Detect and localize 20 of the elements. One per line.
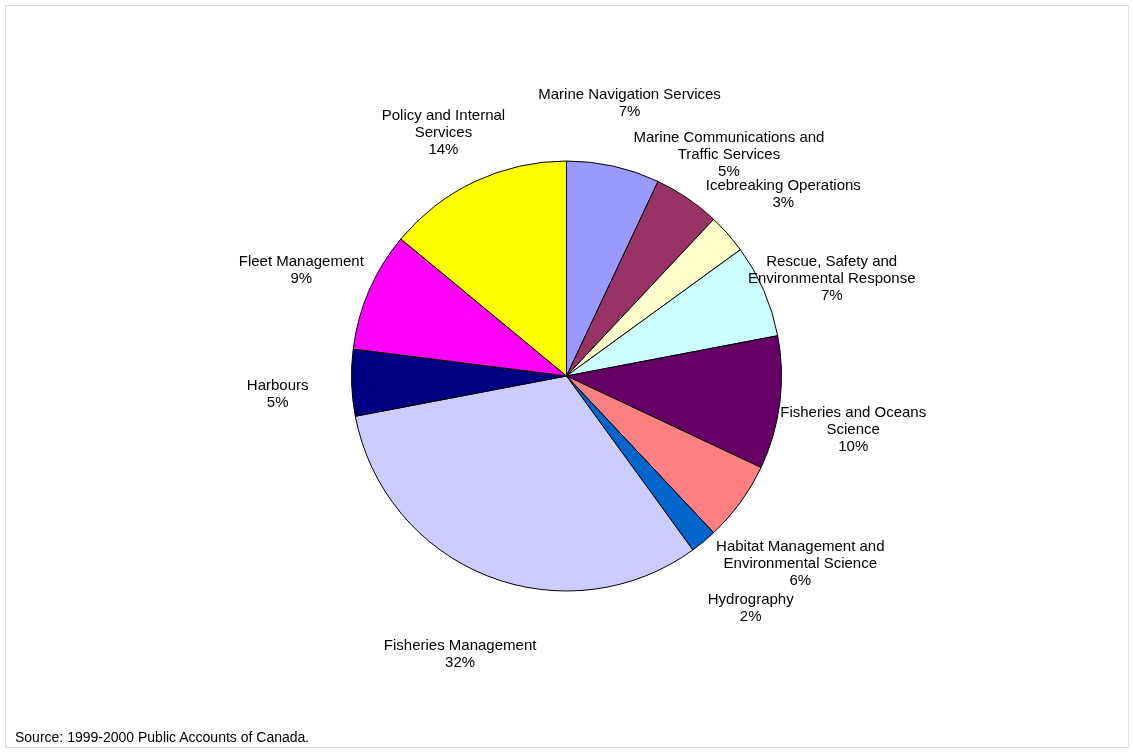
- data-label: 2%: [739, 606, 762, 624]
- data-label: 9%: [290, 269, 313, 287]
- data-label: 3%: [772, 192, 795, 210]
- data-label: 5%: [266, 393, 289, 411]
- data-label: 6%: [789, 570, 812, 588]
- data-label: 7%: [820, 286, 843, 304]
- source-note: Source: 1999-2000 Public Accounts of Canada.: [15, 729, 310, 745]
- slice-label: Marine Communications and Traffic Services: [633, 127, 825, 162]
- slice-label: Fisheries and Oceans Science: [780, 403, 927, 438]
- data-label: 32%: [445, 652, 476, 670]
- data-label: 10%: [838, 437, 869, 455]
- data-label: 7%: [618, 101, 641, 119]
- data-label: 14%: [428, 139, 459, 157]
- slice-label: Policy and Internal Services: [381, 105, 506, 140]
- slice-label: Fisheries Management: [383, 635, 538, 653]
- slice-label: Harbours: [246, 376, 309, 394]
- slice-label: Fleet Management: [238, 252, 365, 270]
- slice-label: Habitat Management and Environmental Science: [716, 536, 885, 571]
- slice-label: Hydrography: [707, 589, 795, 607]
- slice-label: Marine Navigation Services: [538, 84, 721, 102]
